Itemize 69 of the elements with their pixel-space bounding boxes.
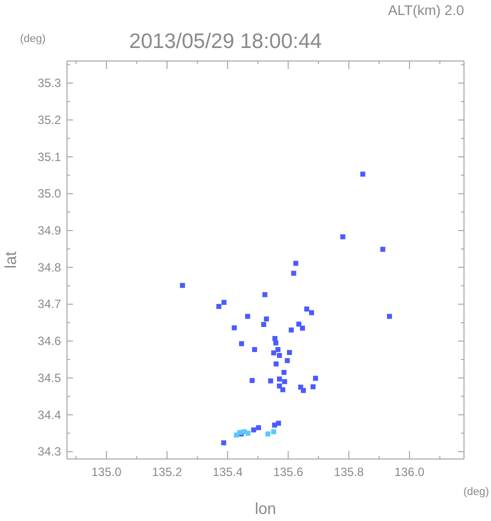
point — [300, 388, 306, 393]
point — [281, 370, 286, 375]
y-tick-label: 34.4 — [38, 408, 62, 422]
y-tick-label: 34.3 — [38, 444, 62, 459]
x-tick-label: 135.6 — [273, 465, 304, 479]
point — [275, 347, 280, 352]
point — [276, 376, 282, 382]
point — [245, 430, 250, 436]
point — [271, 429, 276, 434]
point — [288, 328, 294, 333]
point — [282, 379, 288, 384]
point — [261, 322, 266, 327]
point — [272, 336, 278, 341]
x-tick-label: 136.0 — [394, 465, 425, 479]
point — [221, 300, 226, 305]
point — [232, 325, 237, 330]
point — [296, 322, 302, 327]
point — [291, 270, 296, 276]
point — [284, 358, 290, 364]
y-tick-label: 35.2 — [38, 112, 62, 127]
point — [251, 427, 256, 432]
y-tick-label: 34.7 — [38, 297, 62, 312]
point — [180, 282, 185, 288]
point — [239, 341, 244, 346]
point — [221, 440, 226, 446]
x-tick-label: 135.2 — [152, 465, 182, 479]
point — [250, 378, 255, 384]
point — [256, 425, 262, 430]
y-tick-label: 35.3 — [38, 76, 62, 90]
point — [286, 350, 292, 355]
point — [273, 340, 278, 346]
x-tick-label: 135.8 — [334, 465, 364, 479]
y-tick-label: 34.8 — [38, 260, 62, 274]
point — [310, 384, 316, 390]
y-tick-label: 35.1 — [38, 150, 62, 164]
chart-title: 2013/05/29 18:00:44 — [129, 30, 322, 53]
point — [245, 314, 250, 319]
point — [340, 234, 346, 240]
point — [268, 378, 274, 384]
point — [280, 387, 286, 392]
y-tick-label: 34.5 — [38, 370, 62, 385]
point — [252, 347, 258, 352]
point — [360, 172, 366, 177]
point — [313, 376, 318, 381]
point — [264, 316, 269, 322]
text: ALT(km) 2.0 — [388, 2, 464, 18]
y-axis-title: lat — [3, 252, 20, 268]
point — [276, 352, 282, 358]
y-tick-label: 34.6 — [38, 334, 62, 348]
point — [293, 260, 298, 266]
point — [300, 326, 305, 331]
point — [386, 314, 392, 319]
text: (deg) — [20, 33, 46, 45]
point — [380, 246, 386, 252]
point — [276, 384, 282, 389]
point — [272, 422, 278, 428]
x-tick-label: 135.4 — [212, 465, 243, 479]
x-tick-label: 135.0 — [91, 465, 122, 479]
point — [271, 350, 276, 356]
point — [216, 304, 222, 309]
point — [262, 292, 268, 298]
point — [274, 361, 279, 366]
point — [304, 306, 310, 312]
y-tick-label: 34.9 — [38, 224, 62, 238]
y-tick-label: 35.0 — [38, 186, 62, 201]
point — [265, 431, 270, 436]
point — [309, 310, 314, 316]
x-axis-title: lon — [254, 501, 276, 518]
text: (deg) — [463, 486, 489, 498]
